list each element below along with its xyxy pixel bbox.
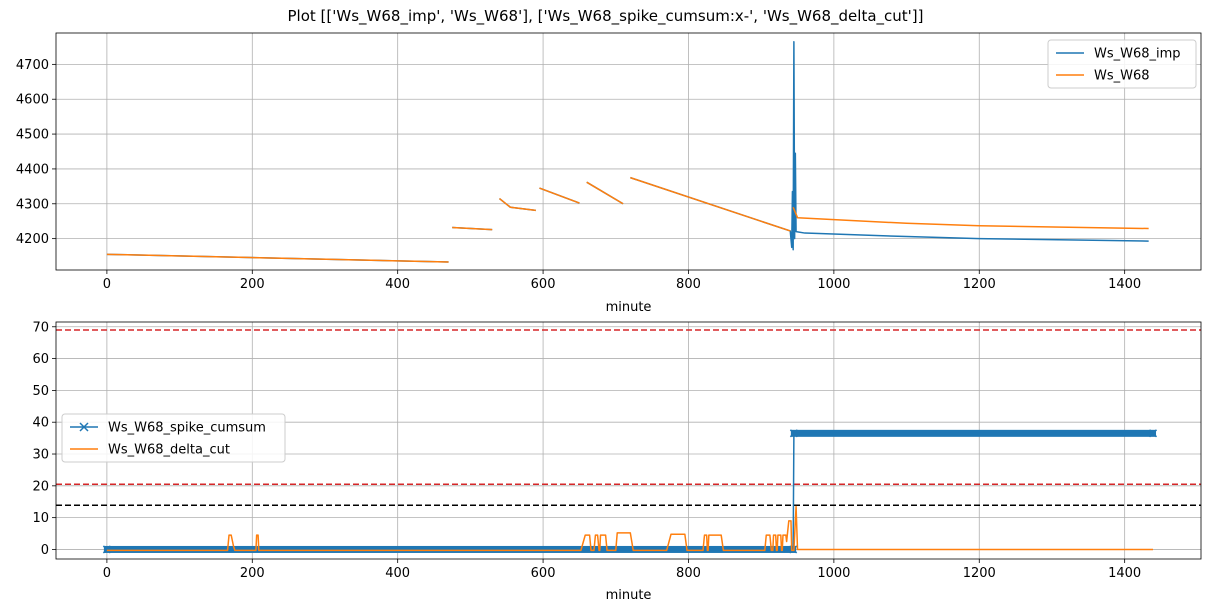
x-tick-label: 800 [676,277,701,292]
x-tick-label: 1200 [963,566,996,581]
x-tick-label: 1400 [1108,277,1141,292]
series-ws-w68-segment [792,206,1149,230]
y-tick-label: 4600 [16,93,49,108]
x-tick-label: 200 [240,277,265,292]
legend-box [61,413,286,463]
x-tick-label: 800 [676,566,701,581]
series-ws-w68-segment [586,181,624,205]
x-tick-label: 0 [103,277,111,292]
x-tick-label: 400 [385,566,410,581]
y-tick-label: 4200 [16,232,49,247]
x-tick-label: 0 [103,566,111,581]
axes-frame [55,321,1202,560]
y-tick-label: 40 [32,416,49,431]
y-tick-label: 0 [41,543,49,558]
series-ws-w68-segment [539,187,580,204]
legend-label: Ws_W68 [1094,69,1150,84]
x-tick-label: 1400 [1108,566,1141,581]
x-tick-label: 600 [531,566,556,581]
top-axes: 0 200 400 600 800 1000 1200 1400 4200 4300 4400 450… [16,32,1202,315]
plot-area [106,40,1149,263]
y-tick-label: 20 [32,479,49,494]
series-ws-w68-delta-cut-line [106,505,1154,552]
y-tick-label: 4500 [16,128,49,143]
x-tick-label: 1000 [817,277,850,292]
bottom-axes: 0 200 400 600 800 1000 1200 1400 0 10 20 30 40 50 60 70… [32,320,1202,603]
legend-box [1047,39,1197,89]
series-ws-w68-imp-segment [630,40,1149,251]
y-tick-label: 30 [32,448,49,463]
x-tick-label: 1200 [963,277,996,292]
y-tick-label: 60 [32,352,49,367]
figure-title: Plot [['Ws_W68_imp', 'Ws_W68'], ['Ws_W68… [288,7,924,26]
y-tick-label: 4400 [16,162,49,177]
series-ws-w68-segment [452,226,493,231]
legend-label: Ws_W68_imp [1094,47,1181,62]
y-tick-label: 10 [32,511,49,526]
x-tick-label: 200 [240,566,265,581]
axes-frame [55,32,1202,271]
series-ws-w68-segment [498,197,536,212]
series-ws-w68-spike-cumsum-line [106,432,1154,551]
x-axis-label: minute [606,588,652,603]
y-tick-label: 70 [32,320,49,335]
y-tick-label: 4700 [16,58,49,73]
x-axis-label: minute [606,300,652,315]
plot-area [56,329,1201,554]
series-ws-w68-spike-cumsum-marker [102,545,111,554]
y-tick-label: 4300 [16,197,49,212]
x-tick-label: 400 [385,277,410,292]
series-ws-w68-segment [630,176,791,232]
legend-label: Ws_W68_delta_cut [108,443,230,458]
legend-label: Ws_W68_spike_cumsum [108,421,266,436]
y-tick-label: 50 [32,384,49,399]
x-tick-label: 600 [531,277,556,292]
x-tick-label: 1000 [817,566,850,581]
legend-marker [79,422,89,432]
series-ws-w68-segment [106,253,449,263]
